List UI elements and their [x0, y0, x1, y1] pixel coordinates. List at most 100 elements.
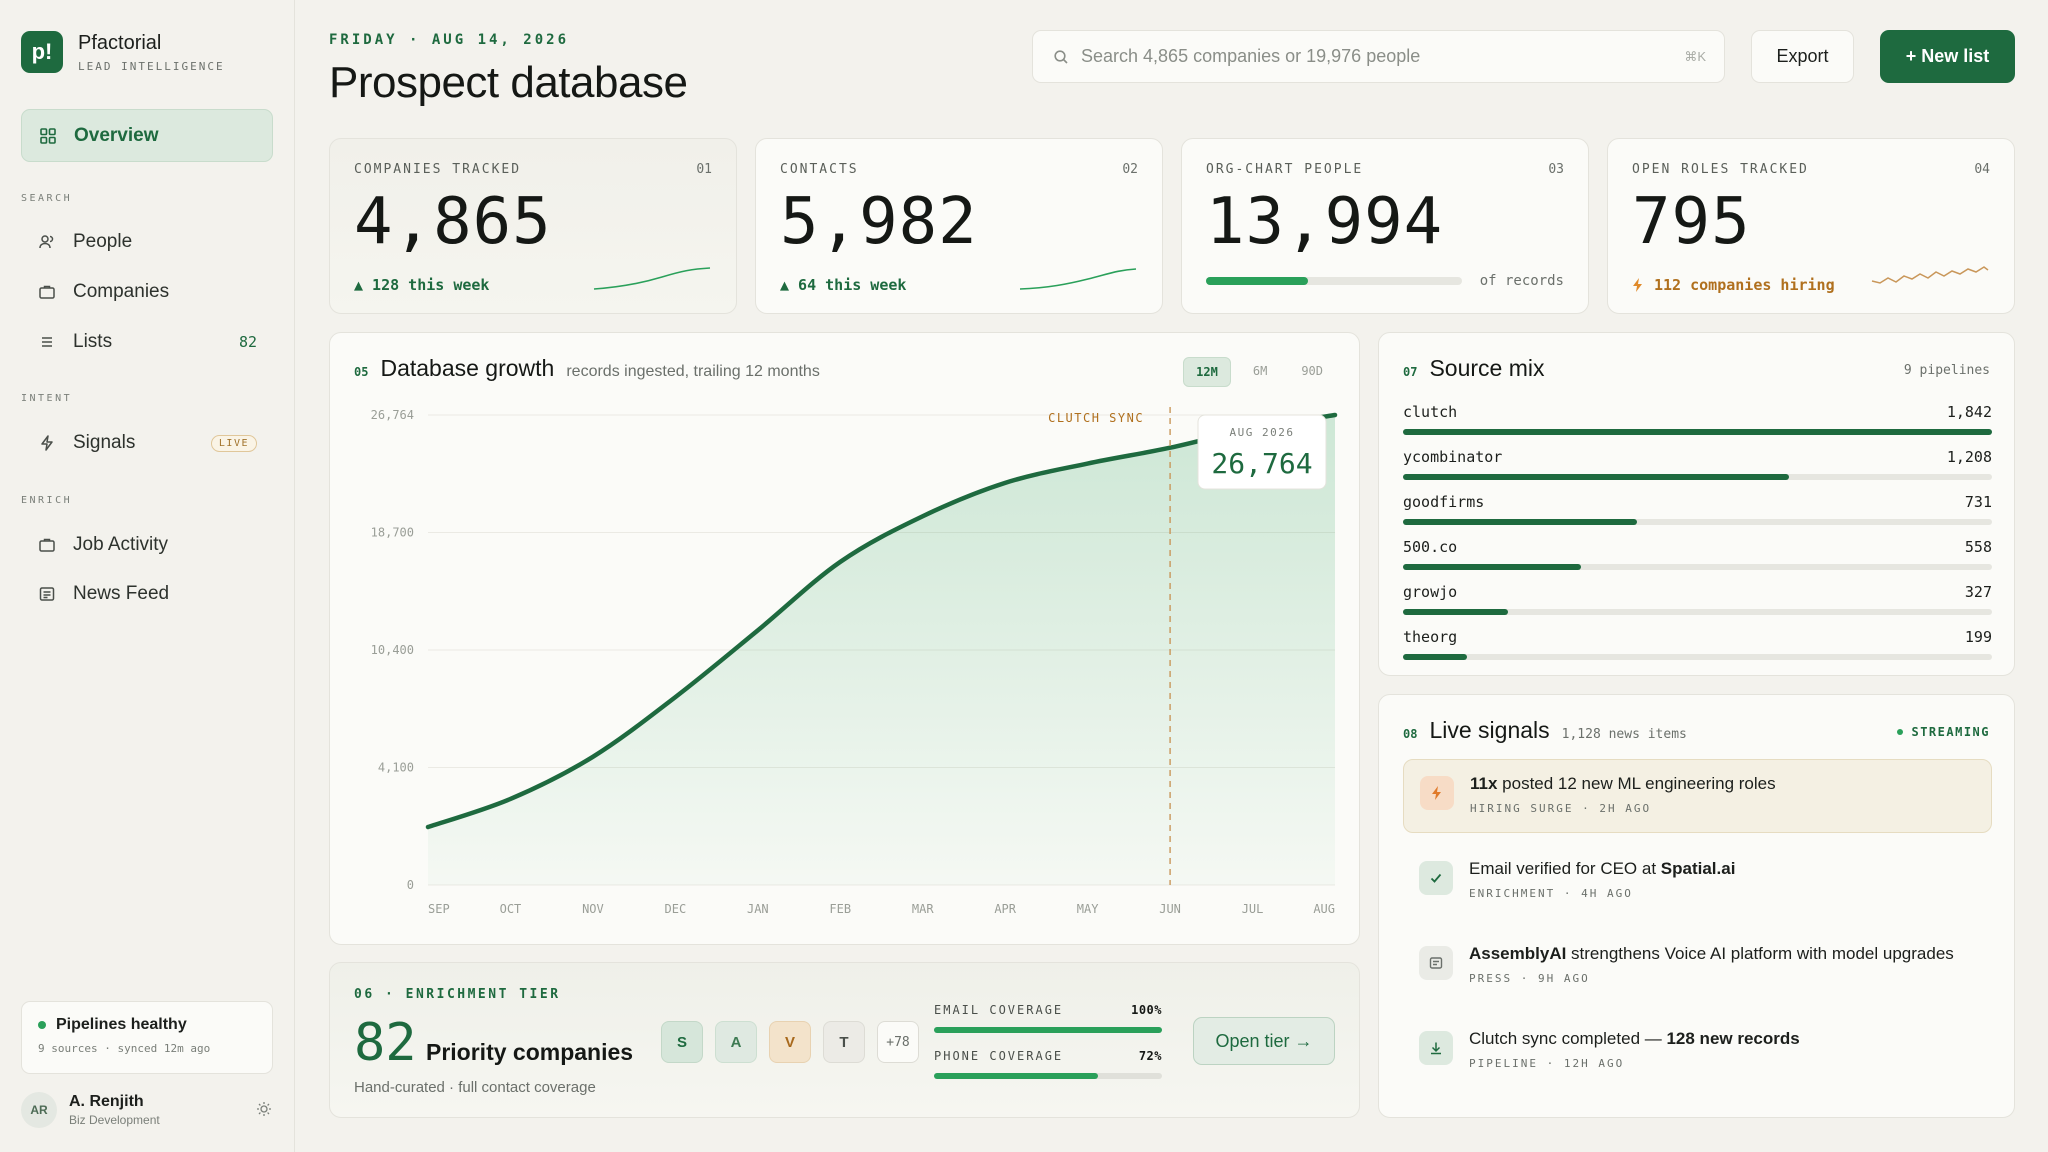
range-tabs: 12M 6M 90D	[1183, 357, 1335, 387]
signal-item[interactable]: Email verified for CEO at Spatial.ai ENR…	[1403, 845, 1992, 919]
signal-item[interactable]: Clutch sync completed — 128 new records …	[1403, 1015, 1992, 1089]
x-tick-label: APR	[994, 902, 1016, 916]
stat-delta: ▲ 64 this week	[780, 276, 907, 294]
section-title: Live signals	[1429, 717, 1550, 743]
source-value: 1,842	[1946, 403, 1992, 421]
source-value: 558	[1964, 538, 1992, 556]
signal-company: AssemblyAI	[1469, 944, 1567, 963]
tooltip-label: AUG 2026	[1230, 426, 1295, 439]
streaming-status: STREAMING	[1897, 725, 1990, 739]
sidebar-item-overview[interactable]: Overview	[21, 109, 273, 162]
nav-section-enrich: ENRICH	[21, 495, 73, 506]
growth-chart: 26,764 18,700 10,400 4,100 0 SEP OCT NOV DEC JAN F…	[371, 407, 1338, 916]
section-number: 05	[354, 365, 369, 379]
search-input[interactable]: Search 4,865 companies or 19,976 people …	[1032, 30, 1725, 83]
x-tick-label: NOV	[582, 902, 604, 916]
stat-value: 13,994	[1206, 185, 1444, 259]
email-coverage: EMAIL COVERAGE 100%	[934, 1003, 1162, 1033]
search-shortcut: ⌘K	[1684, 48, 1706, 64]
section-title: Source mix	[1429, 355, 1545, 381]
tier-count: 82	[354, 1013, 417, 1073]
stat-value: 795	[1632, 185, 1751, 259]
search-placeholder: Search 4,865 companies or 19,976 people	[1081, 46, 1421, 66]
health-title: Pipelines healthy	[56, 1016, 187, 1033]
stat-delta-text: 112 companies hiring	[1654, 276, 1835, 294]
stat-card-org-chart[interactable]: ORG-CHART PEOPLE 03 13,994 of records	[1181, 138, 1589, 314]
user-role: Biz Development	[69, 1113, 160, 1127]
export-button[interactable]: Export	[1751, 30, 1854, 83]
source-name: growjo	[1403, 583, 1458, 601]
stat-num: 03	[1548, 162, 1564, 177]
signal-text: Email verified for CEO at	[1469, 859, 1661, 878]
sidebar-item-news-feed[interactable]: News Feed	[21, 574, 273, 614]
signal-meta: PRESS · 9H AGO	[1469, 972, 1590, 985]
sidebar-item-job-activity[interactable]: Job Activity	[21, 525, 273, 565]
company-chip[interactable]: T	[823, 1021, 865, 1063]
stat-value: 4,865	[354, 185, 552, 259]
brand[interactable]: p! Pfactorial LEAD INTELLIGENCE	[21, 31, 225, 73]
live-badge: LIVE	[210, 434, 257, 452]
sidebar-item-label: Job Activity	[73, 534, 169, 555]
signal-text: strengthens Voice AI platform with model…	[1566, 944, 1954, 963]
signal-item[interactable]: AssemblyAI strengthens Voice AI platform…	[1403, 930, 1992, 1004]
source-value: 199	[1964, 628, 1992, 646]
pipelines-health-card[interactable]: Pipelines healthy 9 sources · synced 12m…	[21, 1001, 273, 1074]
marker-label: CLUTCH SYNC	[1048, 411, 1144, 425]
sidebar-item-label: Overview	[74, 124, 159, 146]
sidebar-item-companies[interactable]: Companies	[21, 272, 273, 312]
company-chip[interactable]: V	[769, 1021, 811, 1063]
company-chip[interactable]: S	[661, 1021, 703, 1063]
sidebar-item-signals[interactable]: Signals LIVE	[21, 423, 273, 463]
coverage-pct: 72%	[1138, 1049, 1162, 1063]
stat-label: ORG-CHART PEOPLE	[1206, 162, 1364, 177]
sidebar-item-lists[interactable]: Lists 82	[21, 322, 273, 362]
section-kicker: 06 · ENRICHMENT TIER	[354, 987, 561, 1002]
sidebar-item-people[interactable]: People	[21, 222, 273, 262]
stat-card-open-roles[interactable]: OPEN ROLES TRACKED 04 795 112 companies …	[1607, 138, 2015, 314]
progress-fill	[1206, 277, 1309, 285]
source-bar	[1403, 654, 1992, 660]
bolt-icon	[1420, 776, 1454, 810]
page-date: FRIDAY · AUG 14, 2026	[329, 32, 570, 48]
source-row[interactable]: growjo 327	[1403, 583, 1992, 615]
database-growth-card: 05 Database growth records ingested, tra…	[329, 332, 1360, 945]
health-sub: 9 sources · synced 12m ago	[38, 1042, 211, 1055]
tab-90d[interactable]: 90D	[1301, 364, 1323, 378]
sparkline	[593, 267, 711, 290]
lists-count: 82	[238, 333, 257, 351]
x-tick-label: JUN	[1159, 902, 1181, 916]
signal-company: 128 new records	[1666, 1029, 1800, 1048]
stat-card-companies[interactable]: COMPANIES TRACKED 01 4,865 ▲ 128 this we…	[329, 138, 737, 314]
coverage-label: PHONE COVERAGE	[934, 1049, 1064, 1063]
brand-logo: p!	[21, 31, 63, 73]
bolt-icon	[37, 433, 57, 453]
streaming-label: STREAMING	[1911, 725, 1990, 739]
sidebar-item-label: Companies	[73, 281, 170, 302]
stat-card-contacts[interactable]: CONTACTS 02 5,982 ▲ 64 this week	[755, 138, 1163, 314]
progress-label: of records	[1479, 273, 1564, 289]
source-row[interactable]: theorg 199	[1403, 628, 1992, 660]
source-row[interactable]: goodfirms 731	[1403, 493, 1992, 525]
tab-12m[interactable]: 12M	[1183, 357, 1231, 387]
doc-icon	[1419, 946, 1453, 980]
new-list-button[interactable]: + New list	[1880, 30, 2015, 83]
tab-6m[interactable]: 6M	[1252, 364, 1268, 378]
company-chip[interactable]: A	[715, 1021, 757, 1063]
signal-text: posted 12 new ML engineering roles	[1497, 774, 1776, 793]
open-tier-button[interactable]: Open tier →	[1193, 1017, 1335, 1065]
source-row[interactable]: clutch 1,842	[1403, 403, 1992, 435]
source-row[interactable]: ycombinator 1,208	[1403, 448, 1992, 480]
source-row[interactable]: 500.co 558	[1403, 538, 1992, 570]
sun-icon[interactable]	[255, 1100, 273, 1118]
x-tick-label: MAR	[912, 902, 934, 916]
stat-label: COMPANIES TRACKED	[354, 162, 522, 177]
signals-count: 1,128 news items	[1561, 727, 1687, 742]
signal-item[interactable]: 11x posted 12 new ML engineering roles H…	[1403, 759, 1992, 833]
user-name: A. Renjith	[69, 1093, 144, 1110]
user-profile[interactable]: AR A. Renjith Biz Development	[21, 1090, 273, 1130]
enrichment-tier-card: 06 · ENRICHMENT TIER 82 Priority compani…	[329, 962, 1360, 1118]
y-tick-label: 26,764	[371, 408, 414, 422]
more-chip[interactable]: +78	[877, 1021, 919, 1063]
sparkline	[1019, 268, 1137, 290]
sidebar-item-label: Lists	[73, 331, 113, 352]
